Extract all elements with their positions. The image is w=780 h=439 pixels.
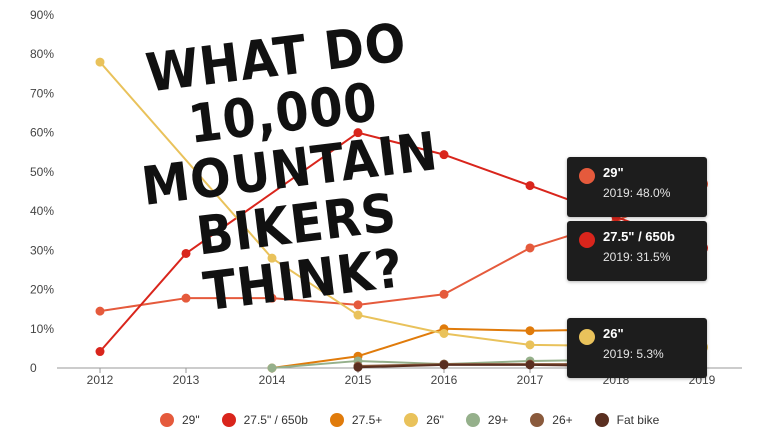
data-point[interactable] xyxy=(353,362,363,372)
legend-swatch xyxy=(329,413,344,427)
tooltip-series-name: 27.5" / 650b xyxy=(603,229,675,244)
legend-label: 27.5+ xyxy=(351,413,383,427)
legend-swatch xyxy=(404,413,419,427)
x-tick-label: 2012 xyxy=(87,373,114,387)
legend-item[interactable]: 26+ xyxy=(530,413,573,427)
legend-label: 26" xyxy=(426,413,444,427)
tooltip-29: 29" 2019: 48.0% xyxy=(567,157,707,217)
x-tick-label: 2013 xyxy=(173,373,200,387)
legend-item[interactable]: 29+ xyxy=(465,413,509,427)
y-tick-label: 10% xyxy=(30,322,54,336)
data-point[interactable] xyxy=(353,128,363,138)
legend-item[interactable]: 26" xyxy=(404,413,444,427)
legend-label: Fat bike xyxy=(616,413,660,427)
chart-legend: 29" 27.5" / 650b 27.5+ 26" 29+ 26+ Fat bike xyxy=(160,410,681,430)
legend-label: 29+ xyxy=(487,413,509,427)
data-point[interactable] xyxy=(181,248,191,258)
x-tick-label: 2015 xyxy=(345,373,372,387)
y-tick-label: 30% xyxy=(30,243,54,257)
legend-item[interactable]: 29" xyxy=(160,413,200,427)
data-point[interactable] xyxy=(439,360,449,370)
y-tick-label: 70% xyxy=(30,86,54,100)
legend-label: 26+ xyxy=(552,413,573,427)
legend-label: 29" xyxy=(182,413,200,427)
chart-title: WHAT DO 10,000 MOUNTAIN BIKERS THINK? xyxy=(45,3,536,337)
tooltip-value: 2019: 5.3% xyxy=(603,347,664,361)
data-point[interactable] xyxy=(439,328,449,338)
y-tick-label: 0 xyxy=(30,361,37,375)
data-point[interactable] xyxy=(95,57,105,67)
y-tick-label: 50% xyxy=(30,165,54,179)
tooltip-26: 26" 2019: 5.3% xyxy=(567,318,707,378)
legend-swatch xyxy=(465,413,480,427)
data-point[interactable] xyxy=(267,253,277,263)
data-point[interactable] xyxy=(439,150,449,160)
tooltip-color-swatch xyxy=(579,168,595,184)
tooltip-color-swatch xyxy=(579,329,595,345)
y-tick-label: 80% xyxy=(30,47,54,61)
y-tick-label: 20% xyxy=(30,283,54,297)
data-point[interactable] xyxy=(267,293,277,303)
x-tick-label: 2014 xyxy=(259,373,286,387)
y-tick-label: 60% xyxy=(30,126,54,140)
data-point[interactable] xyxy=(439,289,449,299)
tooltip-color-swatch xyxy=(579,232,595,248)
x-tick-label: 2016 xyxy=(431,373,458,387)
data-point[interactable] xyxy=(525,340,535,350)
tooltip-series-name: 29" xyxy=(603,165,624,180)
data-point[interactable] xyxy=(525,360,535,370)
legend-item[interactable]: 27.5" / 650b xyxy=(221,413,308,427)
tooltip-value: 2019: 48.0% xyxy=(603,186,671,200)
tooltip-27-5: 27.5" / 650b 2019: 31.5% xyxy=(567,221,707,281)
data-point[interactable] xyxy=(95,347,105,357)
legend-swatch xyxy=(160,413,174,427)
legend-label: 27.5" / 650b xyxy=(243,413,308,427)
data-point[interactable] xyxy=(353,310,363,320)
data-point[interactable] xyxy=(353,300,363,310)
legend-swatch xyxy=(594,413,609,427)
data-point[interactable] xyxy=(525,181,535,191)
y-tick-label: 90% xyxy=(30,8,54,22)
data-point[interactable] xyxy=(95,306,105,316)
x-tick-label: 2017 xyxy=(517,373,544,387)
y-axis: 0 10% 20% 30% 40% 50% 60% 70% 80% 90% xyxy=(30,8,54,375)
legend-swatch xyxy=(221,413,236,427)
tooltip-value: 2019: 31.5% xyxy=(603,250,671,264)
data-point[interactable] xyxy=(525,326,535,336)
y-tick-label: 40% xyxy=(30,204,54,218)
data-point[interactable] xyxy=(525,243,535,253)
legend-swatch xyxy=(530,413,545,427)
legend-item[interactable]: Fat bike xyxy=(594,413,660,427)
tooltip-series-name: 26" xyxy=(603,326,624,341)
legend-item[interactable]: 27.5+ xyxy=(329,413,383,427)
data-point[interactable] xyxy=(181,293,191,303)
data-point[interactable] xyxy=(267,363,277,373)
